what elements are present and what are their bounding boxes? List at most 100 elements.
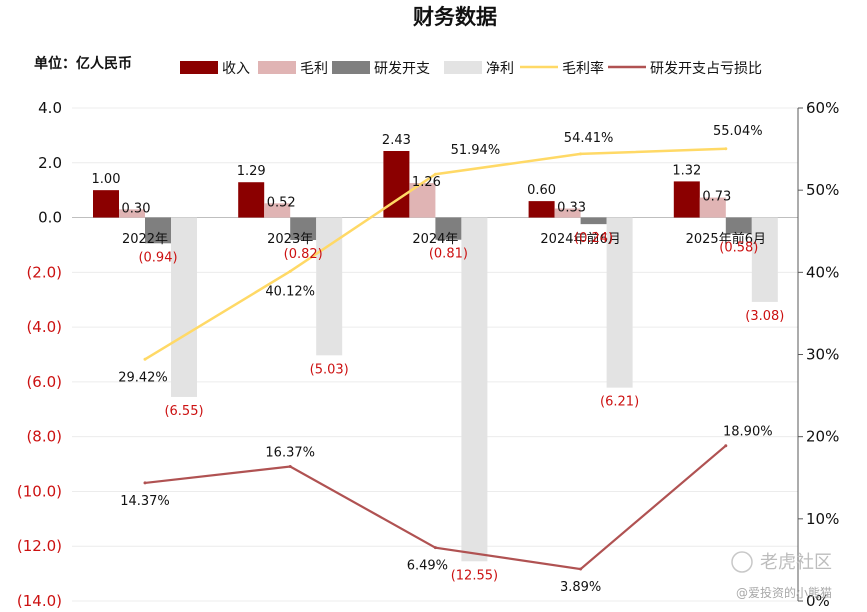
y-right-tick-label: 40% — [806, 263, 839, 281]
y-right-tick-label: 10% — [806, 510, 839, 528]
chart-title: 财务数据 — [413, 5, 497, 29]
line-data-label: 3.89% — [560, 580, 601, 595]
watermark-author: @爱投资的小熊猫 — [736, 585, 832, 600]
legend-swatch — [258, 61, 296, 74]
legend-label: 研发开支 — [374, 61, 430, 77]
line-data-label: 40.12% — [265, 284, 315, 299]
y-left-tick-label: (2.0) — [26, 263, 62, 281]
watermark-brand: 老虎社区 — [760, 552, 832, 573]
y-right-tick-label: 50% — [806, 181, 839, 199]
line-data-label: 54.41% — [564, 131, 614, 146]
bar-data-label: 0.60 — [527, 183, 556, 198]
bar-3-2 — [461, 217, 488, 562]
y-left-tick-label: (10.0) — [17, 482, 62, 500]
bar-data-label: 1.32 — [672, 163, 701, 178]
bar-0-4 — [673, 181, 700, 218]
series-line-1 — [144, 444, 727, 571]
bar-3-3 — [606, 217, 633, 388]
series-point — [143, 357, 147, 361]
bar-data-label: 0.73 — [702, 190, 731, 205]
bar-3-0 — [171, 217, 197, 397]
y-left-tick-label: (12.0) — [17, 537, 62, 555]
line-data-label: 29.42% — [118, 370, 168, 385]
category-label: 2024年 — [412, 232, 458, 247]
series-point — [724, 147, 728, 151]
bar-0-3 — [528, 201, 555, 218]
unit-label: 单位：亿人民币 — [34, 55, 132, 72]
bar-data-label: (0.58) — [719, 240, 758, 255]
series-point — [288, 269, 292, 273]
bar-0-1 — [238, 182, 265, 218]
legend-label: 毛利 — [300, 61, 328, 77]
bar-data-label: 2.43 — [382, 133, 411, 148]
line-data-label: 51.94% — [451, 143, 501, 158]
bar-data-label: (6.55) — [164, 404, 203, 419]
series-lines — [143, 147, 728, 571]
bar-2-1 — [290, 217, 317, 241]
bars — [93, 151, 778, 562]
bar-3-4 — [751, 217, 778, 302]
y-left-tick-label: (8.0) — [26, 428, 62, 446]
bar-data-label: 1.29 — [237, 164, 266, 179]
legend-label: 研发开支占亏损比 — [650, 61, 762, 77]
data-labels: 1.00 1.29 2.43 0.60 1.32 0.30 0.52 1.26 0.33 0.73… — [92, 124, 785, 595]
bar-2-4 — [725, 217, 752, 234]
bar-2-2 — [435, 217, 462, 240]
bar-data-label: (6.21) — [600, 395, 639, 410]
bar-data-label: (5.03) — [310, 362, 349, 377]
line-data-label: 14.37% — [120, 494, 170, 509]
bar-data-label: (0.94) — [138, 250, 177, 265]
series-point — [579, 152, 583, 156]
category-label: 2022年 — [122, 232, 168, 247]
watermark: 老虎社区 @爱投资的小熊猫 — [731, 551, 832, 600]
bar-data-label: 1.26 — [412, 175, 441, 190]
y-right-tick-label: 60% — [806, 99, 839, 117]
bar-2-3 — [580, 217, 607, 225]
bar-data-label: (0.81) — [429, 247, 468, 262]
y-left-tick-label: 0.0 — [38, 209, 62, 227]
bar-1-3 — [554, 208, 581, 218]
y-left-tick-label: (4.0) — [26, 318, 62, 336]
line-data-label: 6.49% — [407, 559, 448, 574]
legend-label: 毛利率 — [562, 60, 604, 77]
y-right-tick-label: 0% — [806, 592, 830, 610]
y-right-tick-label: 20% — [806, 428, 839, 446]
y-left-tick-label: 2.0 — [38, 154, 62, 172]
bar-1-0 — [119, 209, 145, 218]
category-label: 2025年前6月 — [686, 231, 766, 247]
category-label: 2023年 — [267, 232, 313, 247]
bar-1-1 — [264, 203, 291, 218]
legend-swatch — [332, 61, 370, 74]
bar-2-0 — [145, 217, 171, 244]
y-right-tick-label: 30% — [806, 346, 839, 364]
bar-data-label: (0.82) — [284, 247, 323, 262]
series-point — [143, 481, 147, 485]
series-point — [288, 464, 292, 468]
line-data-label: 18.90% — [723, 425, 773, 440]
bar-data-label: 0.52 — [267, 195, 296, 210]
line-data-label: 16.37% — [265, 445, 315, 460]
legend: 收入 毛利 研发开支 净利 毛利率 研发开支占亏损比 — [180, 60, 762, 77]
legend-swatch — [444, 61, 482, 74]
bar-data-label: 0.33 — [557, 201, 586, 216]
axes: 4.0 2.0 0.0 (2.0) (4.0) (6.0) (8.0) (10.0) (12.0… — [17, 99, 839, 610]
bar-data-label: 1.00 — [92, 172, 121, 187]
bar-data-label: (0.24) — [574, 231, 613, 246]
y-left-tick-label: (6.0) — [26, 373, 62, 391]
watermark-logo-icon — [731, 551, 753, 573]
series-point — [724, 444, 728, 448]
bar-1-4 — [699, 197, 726, 218]
legend-label: 净利 — [486, 61, 514, 77]
series-point — [433, 546, 437, 550]
line-data-label: 55.04% — [713, 124, 763, 139]
bar-data-label: (12.55) — [451, 568, 498, 583]
y-left-tick-label: 4.0 — [38, 99, 62, 117]
legend-swatch — [180, 61, 218, 74]
bar-0-0 — [93, 190, 119, 218]
bar-data-label: (3.08) — [745, 309, 784, 324]
legend-label: 收入 — [222, 61, 250, 77]
bar-data-label: 0.30 — [122, 201, 151, 216]
series-point — [433, 172, 437, 176]
y-left-tick-label: (14.0) — [17, 592, 62, 610]
